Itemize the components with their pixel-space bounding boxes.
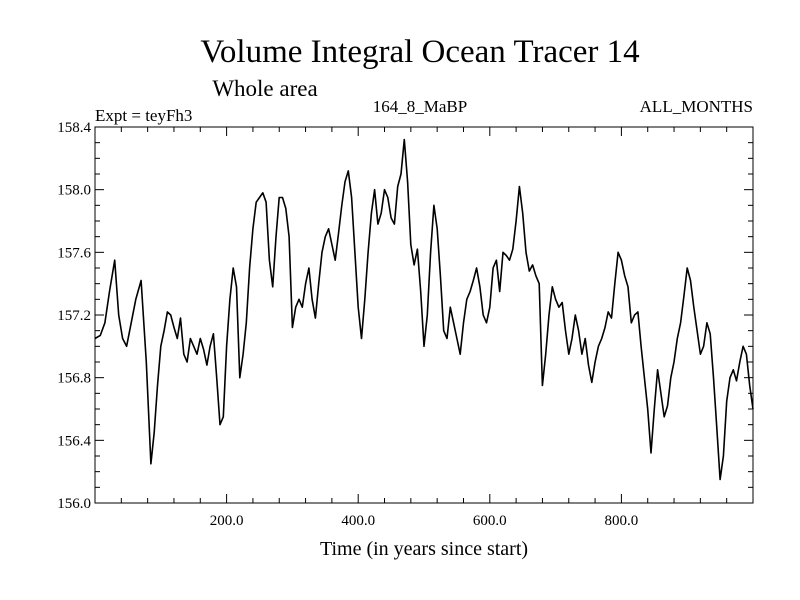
y-tick-label: 156.4 <box>57 433 91 449</box>
x-tick-label: 800.0 <box>605 513 639 529</box>
chart-subtitle: Whole area <box>212 76 317 101</box>
y-tick-marks <box>95 126 753 504</box>
months-label: ALL_MONTHS <box>640 97 753 116</box>
y-tick-label: 156.0 <box>57 496 91 512</box>
y-tick-label: 157.2 <box>57 308 91 324</box>
chart-title: Volume Integral Ocean Tracer 14 <box>200 34 639 70</box>
x-tick-marks <box>120 127 728 503</box>
x-tick-label: 200.0 <box>210 513 244 529</box>
x-tick-label: 400.0 <box>341 513 375 529</box>
x-tick-labels: 200.0 400.0 600.0 800.0 <box>210 513 639 529</box>
y-tick-label: 158.4 <box>57 120 91 136</box>
plot-frame <box>94 126 754 504</box>
x-axis-label: Time (in years since start) <box>320 538 528 560</box>
y-tick-label: 156.8 <box>57 371 91 387</box>
y-tick-labels: 156.0 156.4 156.8 157.2 157.6 158.0 158.4 <box>57 120 91 512</box>
x-tick-label: 600.0 <box>473 513 507 529</box>
series-line-tracer-14 <box>94 138 754 481</box>
experiment-label: Expt = teyFh3 <box>95 106 192 125</box>
y-tick-label: 157.6 <box>57 245 91 261</box>
y-tick-label: 158.0 <box>57 183 91 199</box>
period-label: 164_8_MaBP <box>373 97 467 116</box>
